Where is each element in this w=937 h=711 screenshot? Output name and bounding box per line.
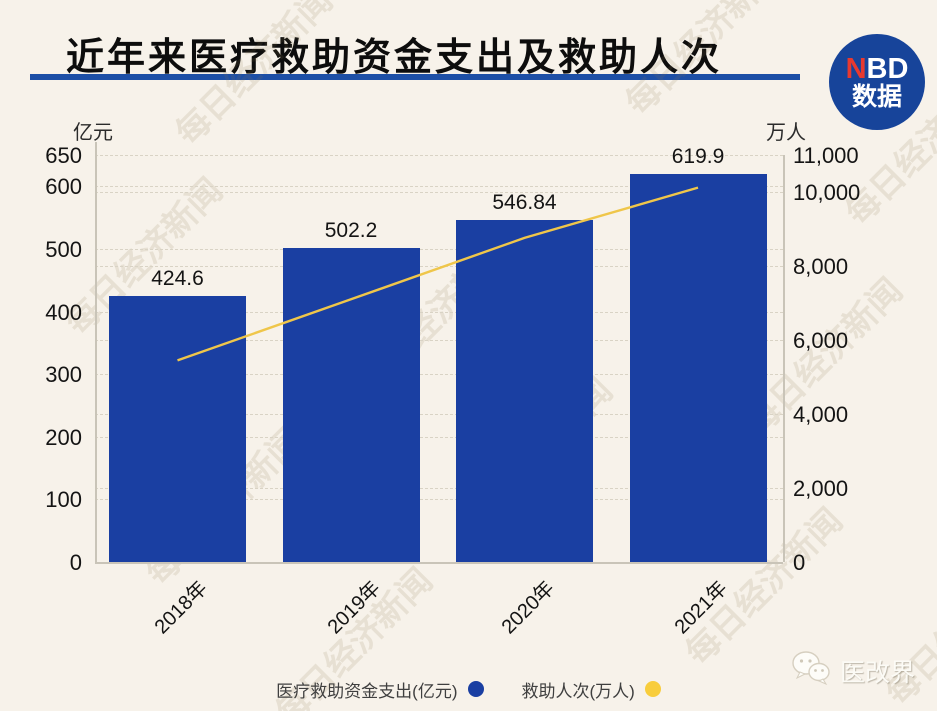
nbd-logo-text: NBD: [845, 52, 909, 85]
gridline: [95, 488, 783, 489]
nbd-logo-subtext: 数据: [851, 83, 902, 112]
bar-value-label: 619.9: [671, 144, 725, 168]
legend-label: 医疗救助资金支出(亿元): [276, 681, 458, 701]
x-axis-label-2018年: 2018年: [150, 577, 212, 639]
bar-2021年: [629, 173, 767, 562]
right-axis-tick-label: 2,000: [793, 476, 849, 501]
right-axis-tick-label: 10,000: [793, 180, 861, 205]
x-axis-label-2021年: 2021年: [670, 577, 732, 639]
footer-brand: 医改界: [790, 650, 915, 691]
left-axis-tick-label: 400: [45, 299, 82, 325]
gridline: [95, 155, 783, 156]
left-axis-tick-label: 650: [45, 143, 82, 168]
left-axis-tick-label: 600: [45, 174, 82, 200]
right-axis-tick-label: 11,000: [793, 143, 859, 168]
bar-2018年: [109, 296, 246, 562]
right-axis-unit-label: 万人: [766, 122, 806, 144]
bar-value-label: 502.2: [324, 218, 378, 242]
bar-value-label: 424.6: [151, 267, 204, 291]
right-axis-tick-label: 8,000: [793, 254, 849, 279]
left-axis-line: [95, 142, 97, 562]
footer-brand-text: 医改界: [840, 658, 916, 687]
right-axis-tick-label: 6,000: [793, 328, 849, 353]
right-axis-tick-label: 4,000: [793, 402, 849, 427]
left-axis-tick-label: 500: [45, 236, 82, 262]
left-axis-unit-label: 亿元: [73, 122, 113, 144]
right-axis-tick-label: 0: [793, 550, 806, 575]
left-axis-tick-label: 0: [69, 550, 82, 575]
page-title: 近年来医疗救助资金支出及救助人次: [66, 37, 723, 79]
x-axis-label-2020年: 2020年: [497, 577, 559, 639]
legend-item: 医疗救助资金支出(亿元): [276, 677, 484, 702]
left-axis-tick-label: 100: [45, 487, 82, 513]
bar-value-label: 546.84: [492, 190, 557, 214]
right-axis-line: [783, 155, 785, 562]
bar-2020年: [456, 219, 593, 562]
legend-dot-icon: [644, 681, 661, 697]
legend-label: 救助人次(万人): [521, 681, 635, 701]
nbd-logo: NBD 数据: [829, 34, 925, 130]
line-series-path: [177, 186, 699, 362]
left-axis-tick-label: 200: [45, 424, 82, 450]
legend-dot-icon: [467, 681, 484, 697]
chart-legend: 医疗救助资金支出(亿元) 救助人次(万人): [0, 676, 937, 702]
x-axis-line: [95, 562, 783, 564]
gridline: [95, 414, 783, 415]
left-axis-tick-label: 300: [45, 362, 82, 388]
gridline: [95, 374, 783, 375]
legend-item: 救助人次(万人): [522, 677, 661, 702]
x-axis-label-2019年: 2019年: [323, 577, 385, 639]
gridline: [95, 437, 783, 438]
wechat-icon: [790, 650, 832, 691]
bar-2019年: [282, 247, 420, 562]
title-underline: [30, 74, 800, 80]
gridline: [95, 499, 783, 500]
